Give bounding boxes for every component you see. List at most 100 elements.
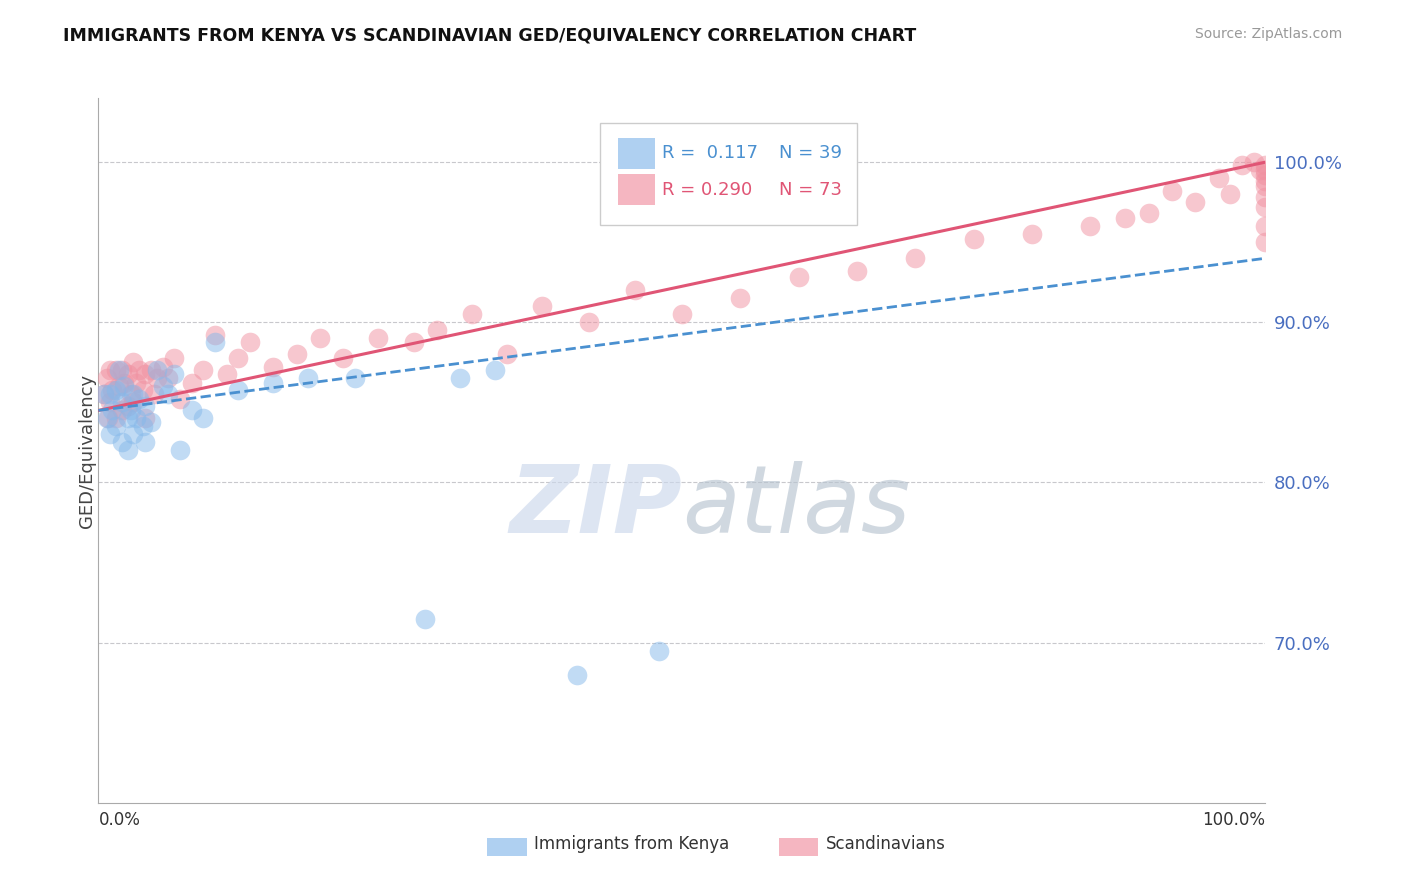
Point [120,387,142,401]
Point [122,355,145,369]
Point [146,363,169,377]
Point [402,334,425,349]
Point [104,383,127,397]
FancyBboxPatch shape [617,137,655,169]
Point [962,232,984,246]
Point [1254,168,1277,182]
Point [98,363,121,377]
Point [134,435,156,450]
Point [530,299,553,313]
Point [228,351,250,365]
Point [111,435,134,450]
Point [228,383,250,397]
Point [1161,184,1184,198]
Point [239,334,262,349]
Point [193,363,215,377]
Point [111,363,134,377]
Point [117,443,139,458]
Point [1254,219,1277,234]
Point [297,371,319,385]
Text: R = 0.290: R = 0.290 [662,181,752,199]
Point [112,379,135,393]
Point [163,351,186,365]
Point [1184,195,1206,210]
Point [204,328,226,343]
Text: atlas: atlas [682,461,910,552]
Point [204,334,226,349]
Point [98,387,121,401]
Point [117,411,139,425]
Point [163,367,186,381]
Point [122,427,145,442]
Point [157,387,180,401]
FancyBboxPatch shape [779,838,818,856]
Point [169,443,191,458]
Point [1208,171,1230,186]
Point [122,395,145,409]
Point [146,371,169,385]
Text: Source: ZipAtlas.com: Source: ZipAtlas.com [1195,27,1343,41]
Point [98,395,121,409]
Point [1254,235,1277,250]
Point [112,376,135,391]
Point [578,315,600,329]
Point [96,411,118,425]
Point [93,387,115,401]
Point [125,376,148,391]
Text: 0.0%: 0.0% [98,811,141,829]
FancyBboxPatch shape [617,174,655,205]
Point [262,360,284,375]
Point [134,367,156,381]
Point [111,395,134,409]
Point [1137,206,1160,220]
Point [1254,158,1277,172]
Text: N = 73: N = 73 [779,181,842,199]
Point [101,383,124,397]
Point [309,331,332,345]
Point [1219,187,1241,202]
Point [904,252,927,266]
Point [1021,227,1043,242]
Point [139,415,162,429]
Point [134,411,156,425]
Point [846,264,869,278]
Point [122,387,145,401]
Point [139,363,162,377]
Point [143,387,166,401]
Point [262,376,284,391]
Point [128,363,150,377]
Point [108,379,131,393]
Point [1243,155,1265,169]
Point [97,411,120,425]
Point [332,351,354,365]
Point [169,392,191,407]
Point [565,667,588,681]
Point [413,612,436,626]
Point [484,363,506,377]
Point [117,399,139,413]
Point [461,307,484,321]
Point [180,403,202,417]
Point [132,383,155,397]
FancyBboxPatch shape [600,123,858,225]
Y-axis label: GED/Equivalency: GED/Equivalency [79,374,96,527]
Point [426,323,449,337]
Point [111,403,134,417]
Point [624,283,647,297]
Point [157,371,180,385]
Point [671,307,693,321]
Text: ZIP: ZIP [509,461,682,553]
Point [285,347,308,361]
Point [787,270,810,285]
Text: IMMIGRANTS FROM KENYA VS SCANDINAVIAN GED/EQUIVALENCY CORRELATION CHART: IMMIGRANTS FROM KENYA VS SCANDINAVIAN GE… [63,27,917,45]
Text: N = 39: N = 39 [779,145,842,162]
Point [1254,163,1277,178]
Point [193,411,215,425]
Text: Scandinavians: Scandinavians [825,835,945,853]
Point [101,403,124,417]
Point [367,331,389,345]
Point [1254,179,1277,194]
FancyBboxPatch shape [486,838,527,856]
Point [152,379,174,393]
Point [152,360,174,375]
